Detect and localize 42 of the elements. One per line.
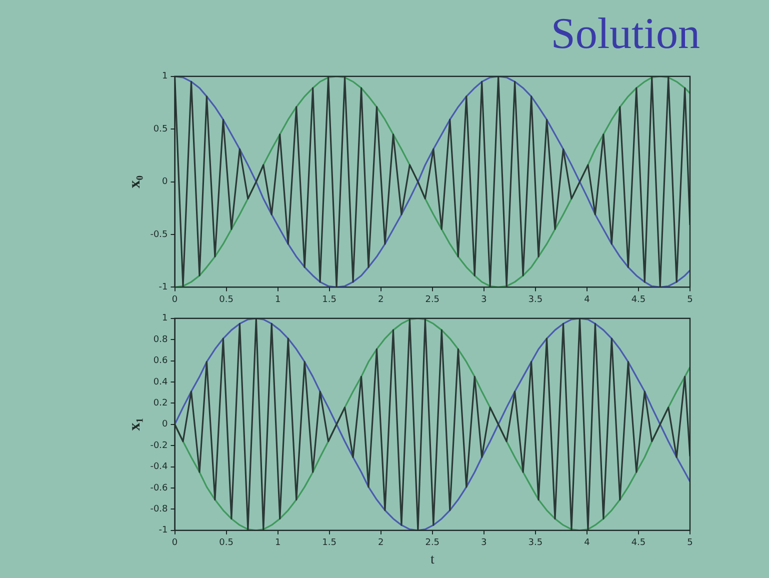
x-tick-label: 2.5 (425, 294, 440, 305)
x-tick-label: 4.5 (631, 538, 646, 548)
y-tick-label: 1 (162, 314, 168, 324)
y-tick-label: 0.2 (153, 398, 168, 409)
x-tick-label: 3 (481, 294, 487, 305)
y-tick-label: 0.6 (153, 356, 168, 366)
y-tick-label: 1 (162, 72, 168, 82)
x-tick-label: 4 (584, 294, 590, 305)
y-tick-label: -0.4 (150, 462, 168, 472)
x-tick-label: 1.5 (322, 294, 336, 305)
y-tick-label: 0.5 (153, 124, 168, 134)
x-tick-label: 1 (274, 538, 281, 548)
x-tick-label: 2 (378, 294, 384, 305)
y-tick-label: 0.4 (153, 377, 168, 388)
y-axis-title: x₀ (126, 175, 144, 188)
y-tick-label: -0.6 (150, 483, 168, 494)
x-tick-label: 3.5 (528, 538, 543, 548)
x-tick-label: 4 (584, 538, 590, 548)
y-axis-title: x₁ (126, 418, 144, 431)
y-tick-label: -1 (158, 282, 168, 293)
y-tick-label: 0 (162, 420, 168, 430)
chart-title: Solution (550, 8, 701, 60)
x-tick-label: 2.5 (425, 538, 440, 548)
x-tick-label: 0 (172, 294, 178, 305)
x-tick-label: 1.5 (322, 538, 336, 548)
x-tick-label: 0 (172, 538, 178, 548)
y-tick-label: 0 (162, 177, 168, 188)
x-tick-label: 3.5 (528, 294, 543, 305)
x-tick-label: 0.5 (219, 538, 234, 548)
x-tick-label: 4.5 (631, 294, 646, 305)
x-tick-label: 1 (274, 294, 281, 305)
x-tick-label: 3 (481, 538, 487, 548)
x-axis-title: t (430, 552, 434, 568)
x-tick-label: 2 (378, 538, 384, 548)
x-tick-label: 0.5 (219, 294, 234, 305)
y-tick-label: -0.5 (150, 230, 168, 240)
x-tick-label: 5 (687, 294, 693, 305)
y-tick-label: 0.8 (153, 334, 168, 345)
y-tick-label: -1 (158, 526, 168, 536)
y-tick-label: -0.8 (150, 504, 168, 515)
y-tick-label: -0.2 (150, 440, 168, 451)
x-tick-label: 5 (687, 538, 693, 548)
